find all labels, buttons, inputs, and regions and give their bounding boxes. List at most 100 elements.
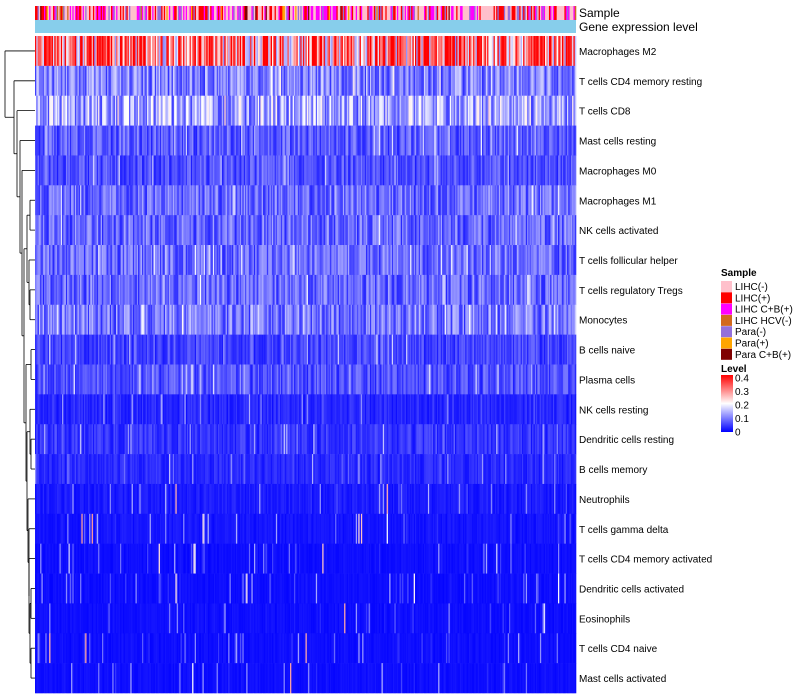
- heatmap-row: [35, 215, 577, 246]
- heatmap-row: [35, 274, 577, 306]
- heatmap-cell: [103, 36, 105, 67]
- heatmap-cell: [162, 155, 165, 186]
- sample-track-cell: [207, 6, 210, 20]
- heatmap-cell: [541, 125, 543, 156]
- heatmap-cell: [284, 36, 287, 67]
- heatmap-cell: [99, 334, 101, 365]
- heatmap-cell: [461, 65, 463, 97]
- heatmap-cell: [107, 185, 109, 216]
- heatmap-cell: [56, 304, 59, 335]
- heatmap-cell: [232, 334, 234, 365]
- heatmap-cell: [421, 125, 424, 156]
- sample-track-cell: [99, 6, 101, 20]
- sample-track-cell: [253, 6, 256, 20]
- sample-track-cell: [114, 6, 117, 20]
- heatmap-cell: [283, 215, 286, 246]
- heatmap-cell: [490, 304, 493, 335]
- heatmap-cell: [63, 155, 65, 186]
- heatmap-cell: [505, 245, 507, 276]
- heatmap-cell: [360, 36, 363, 67]
- heatmap-cell: [278, 125, 281, 156]
- heatmap-cell: [318, 125, 320, 156]
- sample-track-cell: [300, 6, 302, 20]
- heatmap-cell: [299, 215, 301, 246]
- heatmap-cell: [328, 185, 331, 216]
- heatmap-cell: [117, 125, 120, 156]
- heatmap-cell: [514, 125, 516, 156]
- heatmap-cell: [559, 304, 561, 335]
- heatmap-cell: [297, 274, 300, 306]
- heatmap-cell: [186, 125, 189, 156]
- heatmap-cell: [166, 274, 168, 306]
- heatmap-cell: [45, 95, 47, 126]
- heatmap-cell: [252, 95, 255, 126]
- heatmap-cell: [346, 245, 349, 276]
- heatmap-cell: [192, 334, 194, 365]
- heatmap-cell: [40, 95, 42, 126]
- heatmap-cell: [433, 274, 435, 306]
- heatmap-cell: [391, 185, 394, 216]
- heatmap-cell: [234, 215, 237, 246]
- heatmap-cell: [458, 304, 461, 335]
- heatmap-cell: [158, 334, 161, 365]
- sample-track-cell: [229, 6, 232, 20]
- heatmap-cell: [243, 155, 246, 186]
- heatmap-cell: [55, 36, 58, 67]
- heatmap-cell: [154, 95, 157, 126]
- heatmap-cell: [519, 304, 521, 335]
- heatmap-cell: [335, 155, 337, 186]
- heatmap-cell: [175, 245, 177, 276]
- heatmap-cell: [380, 125, 382, 156]
- heatmap-cell: [150, 274, 153, 306]
- sample-track-cell: [141, 6, 144, 20]
- heatmap-cell: [184, 334, 187, 365]
- heatmap-cell: [74, 245, 77, 276]
- heatmap-cell: [475, 155, 478, 186]
- heatmap-cell: [395, 304, 398, 335]
- sample-track-cell: [86, 6, 89, 20]
- heatmap-cell: [368, 304, 371, 335]
- heatmap-cell: [293, 215, 296, 246]
- heatmap-cell: [449, 155, 452, 186]
- heatmap-cell: [46, 334, 49, 365]
- heatmap-cell: [154, 274, 157, 306]
- heatmap-cell: [260, 215, 263, 246]
- heatmap-cell: [148, 215, 150, 246]
- heatmap-cell: [130, 155, 132, 186]
- heatmap-cell: [408, 245, 411, 276]
- heatmap-cell: [167, 125, 170, 156]
- heatmap-cell: [68, 185, 71, 216]
- heatmap-cell: [62, 65, 64, 97]
- heatmap-cell: [55, 125, 58, 156]
- heatmap-cell: [58, 36, 60, 67]
- heatmap-cell: [251, 245, 253, 276]
- heatmap-cell: [125, 274, 127, 306]
- heatmap-cell: [530, 274, 533, 306]
- heatmap-cell: [485, 304, 488, 335]
- sample-track-cell: [530, 6, 533, 20]
- heatmap-cell: [71, 155, 73, 186]
- heatmap-cell: [210, 215, 212, 246]
- heatmap-cell: [443, 36, 445, 67]
- heatmap-cell: [69, 334, 72, 365]
- heatmap-cell: [313, 185, 315, 216]
- heatmap-cell: [390, 125, 393, 156]
- sample-track-cell: [555, 6, 557, 20]
- heatmap-cell: [322, 125, 324, 156]
- heatmap-cell: [49, 155, 51, 186]
- heatmap-cell: [129, 304, 131, 335]
- heatmap-cell: [283, 245, 286, 276]
- heatmap-cell: [262, 36, 265, 67]
- heatmap-cell: [238, 95, 241, 126]
- heatmap-cell: [399, 185, 402, 216]
- heatmap-cell: [193, 36, 196, 67]
- heatmap-cell: [50, 155, 53, 186]
- heatmap-cell: [229, 334, 232, 365]
- heatmap-cell: [310, 334, 313, 365]
- heatmap-cell: [416, 155, 418, 186]
- heatmap-cell: [139, 274, 141, 306]
- heatmap-cell: [448, 274, 451, 306]
- heatmap-cell: [449, 65, 452, 97]
- heatmap-cell: [405, 185, 408, 216]
- heatmap-cell: [566, 215, 569, 246]
